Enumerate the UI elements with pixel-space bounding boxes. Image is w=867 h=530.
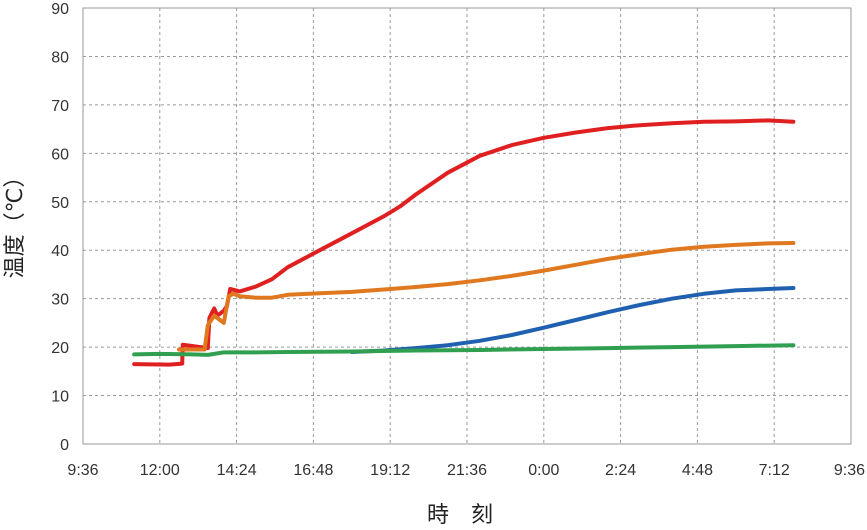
- x-tick-label: 14:24: [217, 462, 257, 479]
- x-tick-label: 9:36: [67, 462, 98, 479]
- series-line-blue: [349, 286, 796, 354]
- grid-lines: [83, 8, 851, 444]
- x-axis-label: 時 刻: [427, 503, 493, 528]
- x-tick-label: 4:48: [682, 462, 713, 479]
- y-tick-label: 30: [51, 292, 69, 309]
- y-tick-label: 60: [51, 146, 69, 163]
- series-line-red: [132, 118, 796, 367]
- x-tick-label: 19:12: [370, 462, 410, 479]
- y-axis-ticks: 0 10 20 30 40 50 60 70 80 90: [51, 1, 69, 454]
- y-tick-label: 10: [51, 389, 69, 406]
- plot-frame: [82, 7, 852, 445]
- y-tick-label: 70: [51, 98, 69, 115]
- x-axis-ticks: 9:36 12:00 14:24 16:48 19:12 21:36 0:00 2:24 4:4…: [67, 462, 865, 479]
- y-tick-label: 20: [51, 340, 69, 357]
- y-tick-label: 40: [51, 243, 69, 260]
- x-tick-label: 0:00: [528, 462, 559, 479]
- y-tick-label: 50: [51, 195, 69, 212]
- x-tick-label: 21:36: [447, 462, 487, 479]
- series-lines: [132, 118, 796, 367]
- x-tick-label: 16:48: [293, 462, 333, 479]
- series-line-green: [132, 343, 796, 357]
- y-axis-label: 温度（℃）: [3, 166, 28, 279]
- y-tick-label: 80: [51, 49, 69, 66]
- y-tick-label: 90: [51, 1, 69, 18]
- y-tick-label: 0: [60, 437, 69, 454]
- x-tick-label: 12:00: [140, 462, 180, 479]
- x-tick-label: 7:12: [759, 462, 790, 479]
- x-tick-label: 2:24: [605, 462, 636, 479]
- x-tick-label: 9:36: [834, 462, 865, 479]
- series-line-orange: [177, 241, 796, 352]
